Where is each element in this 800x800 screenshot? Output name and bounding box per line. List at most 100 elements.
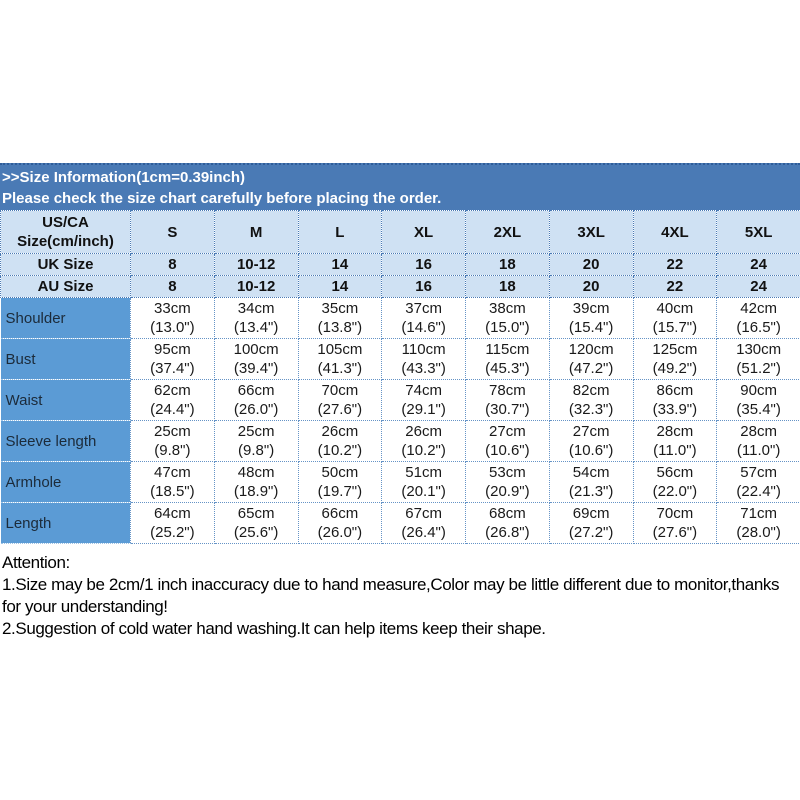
- info-banner: >>Size Information(1cm=0.39inch) Please …: [0, 163, 800, 210]
- measurement-value-cell: 62cm (24.4"): [130, 379, 215, 421]
- measurement-value-cell: 78cm (30.7"): [465, 379, 550, 421]
- measurement-value-cell-line: 100cm: [233, 341, 279, 358]
- measurement-value-cell-line: (27.6"): [652, 524, 698, 541]
- measurement-value-cell-line: 78cm: [489, 382, 526, 399]
- measurement-value-cell: 26cm (10.2"): [297, 420, 383, 462]
- attention-section: Attention: 1.Size may be 2cm/1 inch inac…: [2, 552, 798, 640]
- measurement-value-cell: 130cm (51.2"): [716, 338, 800, 380]
- measurement-label: Length: [0, 502, 131, 544]
- measurement-value-cell: 86cm (33.9"): [632, 379, 718, 421]
- measurement-value-cell-line: (27.6"): [317, 401, 363, 418]
- size-column-header-l-line: L: [335, 223, 345, 241]
- measurement-label: Waist: [0, 379, 131, 421]
- measurement-value-cell-line: (15.0"): [485, 319, 530, 336]
- measurement-value-cell-line: 82cm: [572, 382, 610, 399]
- measurement-value-cell-line: (13.0"): [150, 319, 195, 336]
- au-size-row-value: 22: [632, 275, 718, 298]
- measurement-row: Length 64cm (25.2") 65cm (25.6") 66cm (26.0") 6…: [0, 502, 800, 544]
- measurement-value-cell-line: 71cm: [740, 505, 777, 522]
- measurement-value-cell-line: 54cm: [572, 464, 610, 481]
- measurement-value-cell-line: 48cm: [237, 464, 275, 481]
- measurement-value-cell-line: 38cm: [489, 300, 526, 317]
- measurement-value-cell: 66cm (26.0"): [297, 502, 383, 544]
- measurement-value-cell-line: (25.2"): [150, 524, 195, 541]
- size-column-header-5xl: 5XL: [716, 210, 800, 254]
- uk-size-row-value: 16: [381, 253, 466, 276]
- au-size-row-value-line: 8: [168, 278, 177, 295]
- measurement-value-cell-line: 69cm: [572, 505, 610, 522]
- measurement-value-cell: 82cm (32.3"): [548, 379, 634, 421]
- measurement-value-cell-line: (21.3"): [568, 483, 614, 500]
- measurement-value-cell: 100cm (39.4"): [213, 338, 299, 380]
- measurement-value-cell-line: 120cm: [568, 341, 614, 358]
- measurement-value-cell: 27cm (10.6"): [548, 420, 634, 462]
- measurement-value-cell: 26cm (10.2"): [381, 420, 466, 462]
- measurement-value-cell-line: 65cm: [237, 505, 275, 522]
- au-size-row-value-line: 22: [666, 278, 684, 295]
- measurement-value-cell-line: (20.1"): [401, 483, 446, 500]
- measurement-value-cell-line: (37.4"): [150, 360, 195, 377]
- au-size-row: AU Size 8 10-12 14 16 18 20 22 24: [0, 275, 800, 298]
- measurement-value-cell: 34cm (13.4"): [213, 297, 299, 339]
- uk-size-row-label-line: UK Size: [37, 256, 94, 273]
- measurement-value-cell-line: 26cm: [321, 423, 359, 440]
- uk-size-row-value: 18: [465, 253, 550, 276]
- measurement-value-cell-line: 50cm: [321, 464, 359, 481]
- uk-size-row-value: 22: [632, 253, 718, 276]
- measurement-value-cell-line: 27cm: [572, 423, 610, 440]
- measurement-value-cell: 64cm (25.2"): [130, 502, 215, 544]
- uk-size-row: UK Size 8 10-12 14 16 18 20 22 24: [0, 253, 800, 276]
- measurement-value-cell-line: (14.6"): [401, 319, 446, 336]
- size-column-header-2xl-line: 2XL: [493, 223, 522, 241]
- uk-size-row-value-line: 10-12: [236, 256, 276, 273]
- uk-size-row-value: 24: [716, 253, 800, 276]
- measurement-value-cell-line: (51.2"): [736, 360, 781, 377]
- au-size-row-value-line: 24: [750, 278, 767, 295]
- measurement-value-cell: 51cm (20.1"): [381, 461, 466, 503]
- measurement-value-cell-line: (22.4"): [736, 483, 781, 500]
- measurement-value-cell: 95cm (37.4"): [130, 338, 215, 380]
- measurement-value-cell-line: (41.3"): [317, 360, 363, 377]
- measurement-value-cell: 25cm (9.8"): [130, 420, 215, 462]
- measurement-value-cell-line: 64cm: [154, 505, 191, 522]
- measurement-value-cell-line: (10.6"): [485, 442, 530, 459]
- uk-size-row-value: 10-12: [213, 253, 299, 276]
- measurement-label-line: Armhole: [5, 473, 62, 491]
- au-size-row-value-line: 18: [499, 278, 516, 295]
- measurement-value-cell-line: (49.2"): [652, 360, 698, 377]
- measurement-value-cell: 42cm (16.5"): [716, 297, 800, 339]
- attention-item-2: 2.Suggestion of cold water hand washing.…: [2, 619, 546, 638]
- measurement-label: Bust: [0, 338, 131, 380]
- measurement-value-cell: 70cm (27.6"): [297, 379, 383, 421]
- measurement-label: Armhole: [0, 461, 131, 503]
- measurement-value-cell-line: (27.2"): [568, 524, 614, 541]
- measurement-value-cell-line: (47.2"): [568, 360, 614, 377]
- au-size-row-value-line: 20: [582, 278, 600, 295]
- measurement-value-cell-line: (30.7"): [485, 401, 530, 418]
- size-column-header-5xl-line: 5XL: [744, 223, 773, 241]
- measurement-value-cell: 57cm (22.4"): [716, 461, 800, 503]
- measurement-value-cell-line: 25cm: [154, 423, 191, 440]
- measurement-value-cell-line: 68cm: [489, 505, 526, 522]
- au-size-row-value-line: 10-12: [236, 278, 276, 295]
- au-size-row-value: 10-12: [213, 275, 299, 298]
- measurement-value-cell-line: 56cm: [656, 464, 694, 481]
- measurement-value-cell: 115cm (45.3"): [465, 338, 550, 380]
- measurement-value-cell-line: 53cm: [489, 464, 526, 481]
- measurement-value-cell-line: 70cm: [656, 505, 694, 522]
- measurement-value-cell-line: 110cm: [401, 341, 446, 358]
- uk-size-row-label: UK Size: [0, 253, 131, 276]
- size-table-body: US/CA Size(cm/inch) S M L XL 2XL 3XL 4XL 5XL UK Si…: [0, 210, 800, 544]
- size-column-header-4xl-line: 4XL: [661, 223, 689, 241]
- au-size-row-label-line: AU Size: [37, 278, 94, 295]
- measurement-value-cell-line: (16.5"): [736, 319, 781, 336]
- measurement-value-cell-line: (35.4"): [736, 401, 781, 418]
- measurement-value-cell: 56cm (22.0"): [632, 461, 718, 503]
- measurement-value-cell: 53cm (20.9"): [465, 461, 550, 503]
- measurement-value-cell: 28cm (11.0"): [716, 420, 800, 462]
- measurement-value-cell-line: (26.0"): [233, 401, 279, 418]
- measurement-row: Sleeve length 25cm (9.8") 25cm (9.8") 26cm (10…: [0, 420, 800, 462]
- au-size-row-value: 16: [381, 275, 466, 298]
- size-table: US/CA Size(cm/inch) S M L XL 2XL 3XL 4XL 5XL UK Si…: [0, 210, 800, 544]
- measurement-value-cell-line: (10.6"): [568, 442, 614, 459]
